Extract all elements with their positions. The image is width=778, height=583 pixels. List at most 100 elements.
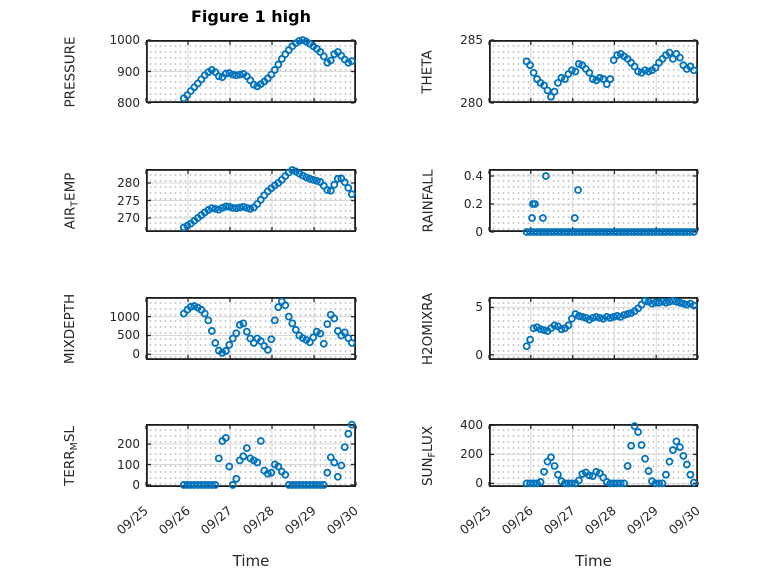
data-point [602,228,611,236]
data-point [540,228,548,236]
y-tick-label: 200 [460,447,483,462]
data-point [658,297,667,306]
data-point [634,428,643,436]
data-point [672,437,681,446]
x-axis-label-right: Time [575,552,612,570]
data-point [531,200,539,208]
data-point [267,335,276,344]
data-point [253,458,262,467]
y-tick-label: 400 [460,418,483,433]
subplot-mixdepth: MIXDEPTH 0 500 1000 [62,293,357,364]
subplot-sun-flux: SUNFLUX 0 200 400 [420,418,699,490]
data-point [662,298,670,307]
y-tick-label: 0.4 [463,169,483,183]
x-tick-label: 09/27 [540,502,578,538]
data-point [564,228,573,236]
y-tick-label: 285 [460,33,483,47]
data-point [235,70,244,79]
data-point [595,313,604,322]
y-tick-label: 5 [475,300,483,315]
data-point [337,461,346,470]
data-point [228,70,237,79]
data-point [689,301,698,310]
data-point [543,86,552,95]
data-point [609,479,618,488]
data-point [686,228,695,236]
data-point [200,309,209,318]
data-point [347,339,356,347]
y-tick-label: 800 [117,96,140,110]
data-point [309,481,318,489]
subplot-terr-msl: TERRMSL 0 100 200 [62,420,357,492]
data-point [578,312,587,321]
data-point [679,451,688,460]
data-point [522,342,531,351]
data-point [588,313,597,322]
data-point [588,228,597,236]
data-point [528,214,536,222]
data-point [536,228,545,236]
data-point [655,228,663,236]
data-point [263,345,272,354]
data-point [616,479,625,488]
data-point [302,481,311,489]
x-axis-label-left: Time [232,552,270,570]
y-tick-label: 900 [117,64,140,79]
data-point [574,186,582,194]
data-point [232,204,241,213]
data-point [665,48,674,57]
data-point [689,478,698,487]
data-point [540,467,548,476]
data-point [305,174,314,183]
data-point [284,481,293,489]
data-point [606,228,615,236]
data-point [669,228,677,236]
data-point [561,479,569,488]
data-point [228,334,237,343]
data-point [312,176,321,185]
data-point [644,467,653,475]
subplot-theta: THETA 280 285 [420,33,699,110]
y-axis-label: MIXDEPTH [62,293,78,364]
data-point [620,479,629,488]
data-point [526,228,534,236]
data-point [536,325,545,334]
data-point [665,297,674,306]
data-point [637,228,646,236]
data-point [547,92,555,101]
data-point [288,319,297,328]
data-point [679,228,688,236]
data-point [630,228,639,236]
data-point [658,479,667,488]
data-point [574,476,583,485]
data-point [183,481,192,489]
data-point [225,202,234,211]
data-point [347,420,356,429]
data-point [274,303,283,312]
data-point [340,328,349,337]
data-point [344,183,353,192]
data-point [274,60,283,69]
data-point [263,469,272,478]
data-point [186,481,195,489]
data-point [347,57,356,66]
data-point [648,299,656,308]
plot-area [145,166,357,233]
x-tick-label: 09/29 [281,502,319,538]
data-point [529,228,538,236]
data-point [550,462,559,470]
data-point [232,329,241,338]
data-point [609,228,618,236]
data-point [323,468,332,477]
plot-area [145,296,357,361]
data-point [581,228,590,236]
y-tick-label: 0 [475,347,483,362]
data-point [641,296,649,305]
data-point [197,481,206,489]
data-point [228,203,237,212]
data-point [641,66,649,75]
data-point [529,324,538,333]
y-axis-label: RAINFALL [419,169,436,232]
data-point [655,298,663,307]
data-point [312,481,321,489]
